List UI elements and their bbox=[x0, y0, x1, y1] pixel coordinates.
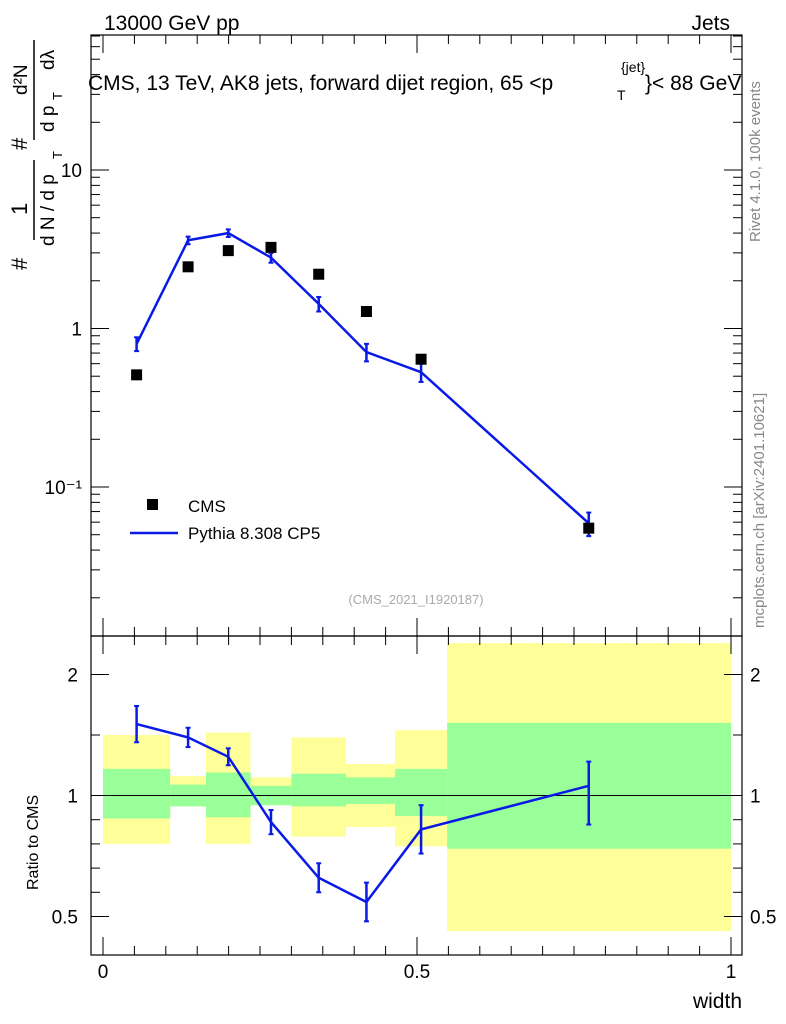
y-tick-label: 10 bbox=[61, 161, 82, 182]
main-plot-frame bbox=[90, 34, 743, 637]
ratio-y-tick-label-right: 1 bbox=[750, 787, 761, 808]
cms-data-point bbox=[583, 522, 595, 534]
cms-data-point bbox=[415, 353, 427, 365]
ratio-ylabel: Ratio to CMS bbox=[25, 795, 42, 890]
main-ylabel: # 1 d N / d p T # d²N d p T dλ bbox=[7, 40, 65, 270]
cms-data-point bbox=[360, 306, 372, 318]
main-axes: 10⁻¹ 1 10 bbox=[45, 35, 742, 636]
rivet-version-label: Rivet 4.1.0, 100k events bbox=[747, 81, 764, 242]
ratio-y-tick-label-left: 0.5 bbox=[52, 908, 78, 929]
ylabel-d2n: d²N bbox=[11, 64, 32, 95]
ratio-band-inner bbox=[346, 777, 396, 804]
cms-data-point bbox=[265, 241, 277, 253]
ylabel-t-1: T bbox=[50, 151, 65, 159]
ylabel-t-2: T bbox=[50, 92, 65, 100]
y-tick-label: 1 bbox=[71, 320, 82, 341]
cms-data-point bbox=[313, 268, 325, 280]
plot-title: CMS, 13 TeV, AK8 jets, forward dijet reg… bbox=[88, 59, 741, 103]
cms-data-point bbox=[182, 261, 194, 273]
ratio-band-inner bbox=[291, 773, 347, 807]
title-subscript: T bbox=[617, 87, 626, 103]
legend-pythia-label: Pythia 8.308 CP5 bbox=[188, 524, 320, 543]
ratio-y-tick-label-left: 2 bbox=[67, 666, 78, 687]
legend: CMS Pythia 8.308 CP5 bbox=[130, 497, 320, 543]
category-label: Jets bbox=[691, 12, 730, 35]
mcplots-label: mcplots.cern.ch [arXiv:2401.10621] bbox=[751, 393, 768, 628]
main-series bbox=[131, 228, 595, 538]
ratio-uncertainty-bands bbox=[91, 643, 742, 932]
ylabel-dlambda: dλ bbox=[38, 49, 59, 70]
title-superscript: {jet} bbox=[621, 59, 645, 75]
xlabel: width bbox=[692, 990, 742, 1013]
x-tick-label: 0 bbox=[98, 962, 109, 983]
ratio-axes: 0.5 0.5 1 1 2 2 0 0.5 1 bbox=[52, 636, 776, 983]
ylabel-dn-dpt: d N / d p bbox=[38, 174, 59, 246]
ratio-series bbox=[134, 704, 592, 923]
x-tick-label: 1 bbox=[726, 962, 737, 983]
ratio-y-tick-label-right: 0.5 bbox=[750, 908, 776, 929]
ratio-line bbox=[136, 722, 590, 904]
ylabel-dpt: d p bbox=[38, 106, 59, 132]
ratio-y-tick-label-right: 2 bbox=[750, 666, 761, 687]
ylabel-hash-1: # bbox=[7, 257, 32, 270]
ylabel-one: 1 bbox=[7, 203, 32, 215]
ratio-y-tick-label-left: 1 bbox=[67, 787, 78, 808]
title-main: CMS, 13 TeV, AK8 jets, forward dijet reg… bbox=[88, 72, 553, 95]
pythia-line bbox=[135, 231, 590, 525]
main-frame-rect bbox=[90, 34, 743, 637]
analysis-watermark: (CMS_2021_I1920187) bbox=[348, 592, 483, 607]
title-tail: }< 88 GeV bbox=[645, 72, 741, 95]
cms-data-point bbox=[131, 369, 143, 381]
ylabel-hash-2: # bbox=[7, 137, 32, 150]
y-tick-label: 10⁻¹ bbox=[45, 478, 83, 499]
cms-data-point bbox=[222, 245, 234, 257]
x-tick-label: 0.5 bbox=[404, 962, 430, 983]
ratio-band-inner bbox=[103, 768, 171, 819]
legend-cms-marker bbox=[147, 499, 158, 510]
legend-cms-label: CMS bbox=[188, 497, 226, 516]
energy-label: 13000 GeV pp bbox=[104, 12, 239, 35]
